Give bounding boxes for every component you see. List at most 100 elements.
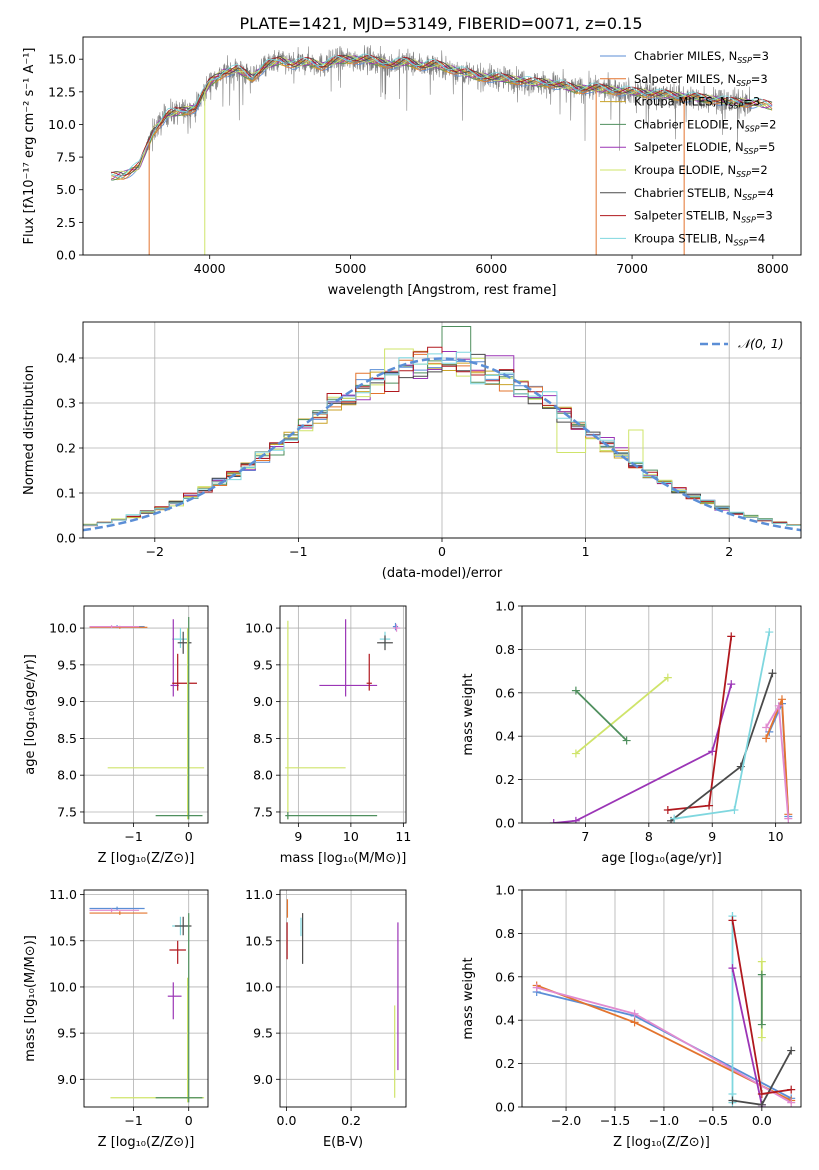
axes-mass_vs_Z: −1 0 9.0 9.5 10.0 10.5 11.0 Z [log₁₀(Z/Z⊙)] mass… [23,887,209,1150]
y-axis-label: mass [log₁₀(M/M⊙)] [23,935,38,1062]
data-marker [762,734,771,743]
data-marker [757,1033,766,1042]
data-point [155,617,203,820]
axes-frame [83,605,209,824]
y-tick-label: 0.1 [56,486,76,501]
y-tick-label: 10.0 [49,979,77,994]
y-tick-label: 9.0 [57,1072,77,1087]
frame: −2 −1 0 1 2 0.0 0.1 0.2 0.3 0.4 (data-model)/error… [22,321,802,581]
y-tick-label: 1.0 [495,599,515,614]
data-marker [727,632,736,641]
series-line [667,636,733,811]
legend: Chabrier MILES, NSSP=3 Salpeter MILES, NS… [600,49,776,247]
y-tick-label: 7.5 [57,804,77,819]
y-tick-label: 8.5 [253,731,273,746]
plot-area [285,619,401,820]
legend-label: Kroupa STELIB, NSSP=4 [634,231,765,247]
y-tick-label: 11.0 [49,887,77,902]
y-tick-label: 5.0 [56,182,76,197]
data-marker [663,673,672,682]
series-extra_pink [762,701,793,823]
data-marker [708,747,717,756]
data-point [285,811,378,820]
y-tick-label: 0.6 [495,685,515,700]
y-tick-label: 10.5 [245,933,273,948]
data-point [169,940,186,964]
y-axis-label: mass weight [461,673,476,755]
gaussian-curve [83,357,801,532]
data-marker [787,1046,796,1055]
y-axis-label: mass weight [461,957,476,1039]
series-line [731,967,763,1107]
plot-area [549,628,793,823]
data-marker [757,1089,766,1098]
y-tick-label: 9.0 [57,694,77,709]
legend-label: Chabrier ELODIE, NSSP=2 [634,117,776,133]
y-tick-label: 0.2 [495,772,515,787]
axes-frame [83,889,209,1108]
frame: 4000 5000 6000 7000 8000 0.0 2.5 5.0 7.5 10.0 12.5… [22,36,802,298]
series-kroupa_elodie [571,673,672,758]
series-line [553,683,733,823]
x-tick-label: 11 [395,829,411,844]
x-tick-label: 9 [294,829,302,844]
x-tick-label: 0 [185,829,193,844]
y-tick-label: 0.8 [495,642,515,657]
y-tick-label: 0.0 [56,248,76,263]
data-marker [768,669,777,678]
x-tick-label: 0.0 [277,1113,297,1128]
data-point [172,628,189,648]
data-marker [663,805,672,814]
legend-label: Salpeter ELODIE, NSSP=5 [634,140,775,156]
y-axis-label: age [log₁₀(age/yr)] [23,654,38,775]
data-point [89,908,140,913]
x-tick-label: 4000 [194,261,226,276]
x-tick-label: 7 [581,829,589,844]
data-point [89,906,145,911]
x-tick-label: 2 [725,544,733,559]
x-tick-label: −2 [146,544,164,559]
data-marker [765,628,774,637]
x-axis-label: Z [log₁₀(Z/Z⊙)] [613,1135,710,1150]
y-tick-label: 8.0 [57,768,77,783]
legend-label: Salpeter MILES, NSSP=3 [634,72,768,88]
axes-frame [279,605,407,824]
y-tick-label: 0.4 [495,729,515,744]
y-tick-label: 8.5 [57,731,77,746]
legend-label: Salpeter STELIB, NSSP=3 [634,209,773,225]
figure-title: PLATE=1421, MJD=53149, FIBERID=0071, z=0… [239,14,642,33]
model-line [111,55,773,176]
series-extra_pink [532,983,796,1107]
histogram-kroupa_stelib [83,351,801,526]
y-tick-label: 7.5 [253,804,273,819]
data-marker [571,816,580,823]
legend: 𝒩(0, 1) [700,336,784,351]
x-tick-label: 0.2 [341,1113,361,1128]
series-salpeter_stelib [663,632,736,814]
data-point [366,653,372,691]
data-point [172,653,197,691]
data-marker [787,1098,796,1107]
data-marker [532,983,541,992]
y-tick-label: 10.5 [49,933,77,948]
y-tick-label: 10.0 [49,621,77,636]
data-marker [757,1020,766,1029]
data-marker [728,916,737,925]
data-marker [571,749,580,758]
y-tick-label: 0.4 [495,1013,515,1028]
model-line [111,53,773,177]
x-tick-label: −1.0 [649,1113,679,1128]
x-axis-label: E(B-V) [323,1135,363,1150]
data-marker [784,814,793,823]
x-tick-label: 6000 [475,261,507,276]
x-axis-label: age [log₁₀(age/yr)] [601,851,722,866]
data-marker [757,1100,766,1107]
frame: −1 0 9.0 9.5 10.0 10.5 11.0 Z [log₁₀(Z/Z⊙)] mass… [23,887,209,1150]
data-marker [787,1085,796,1094]
y-tick-label: 9.5 [57,657,77,672]
frame: −1 0 7.5 8.0 8.5 9.0 9.5 10.0 Z [log₁₀(Z/Z⊙)] age… [23,605,209,866]
frame: 7 8 9 10 0.0 0.2 0.4 0.6 0.8 1.0 age [log₁₀(age/yr… [461,599,802,866]
x-tick-label: 8000 [757,261,789,276]
x-tick-label: 10 [343,829,359,844]
data-point [285,620,346,820]
